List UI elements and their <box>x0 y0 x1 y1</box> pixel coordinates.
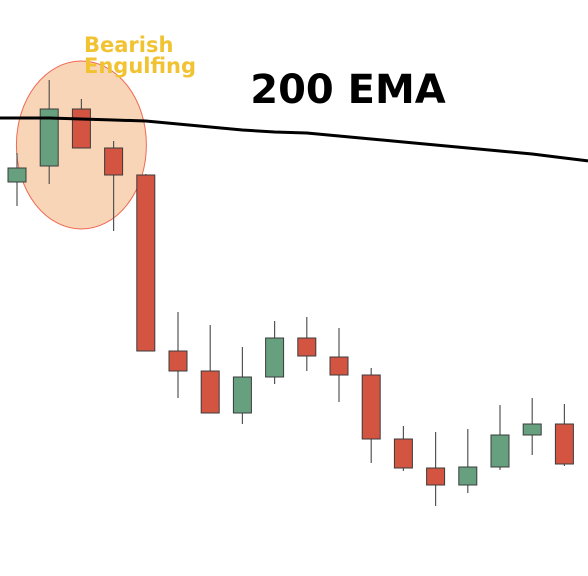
candle-14 <box>426 432 446 506</box>
bearish-candle-body <box>71 108 91 149</box>
bullish-candle-body <box>39 108 59 167</box>
bearish-candle-body <box>361 374 381 440</box>
bullish-candle-body <box>490 434 510 468</box>
candle-9 <box>265 321 285 384</box>
bearish-candle-body <box>297 337 317 357</box>
bearish-candle-body <box>393 438 413 469</box>
ema-line <box>0 116 588 163</box>
candle-13 <box>393 426 413 471</box>
candle-8 <box>232 347 252 424</box>
candle-15 <box>458 429 478 493</box>
candle-12 <box>361 368 381 463</box>
candle-18 <box>554 404 574 466</box>
candle-6 <box>168 312 188 398</box>
candle-5 <box>136 174 156 352</box>
annotation-label-line2: Engulfing <box>84 54 196 78</box>
bearish-candle-body <box>136 174 156 352</box>
bearish-candle-body <box>329 356 349 376</box>
bullish-candle-body <box>232 376 252 414</box>
candle-17 <box>522 398 542 455</box>
bearish-candle-body <box>104 147 124 176</box>
bearish-candle-body <box>426 467 446 486</box>
candle-4 <box>104 141 124 231</box>
candle-10 <box>297 317 317 371</box>
candle-2 <box>39 80 59 184</box>
candle-7 <box>200 325 220 414</box>
bearish-candle-body <box>200 370 220 414</box>
candle-16 <box>490 405 510 470</box>
bearish-candle-body <box>168 350 188 372</box>
bearish-candle-body <box>554 423 574 465</box>
candle-1 <box>7 153 27 206</box>
candle-11 <box>329 328 349 402</box>
bullish-candle-body <box>265 337 285 378</box>
bullish-candle-body <box>522 423 542 436</box>
chart-title: 200 EMA <box>250 67 446 113</box>
bullish-candle-body <box>458 466 478 486</box>
bullish-candle-body <box>7 167 27 183</box>
annotation-label-line1: Bearish <box>84 33 173 57</box>
